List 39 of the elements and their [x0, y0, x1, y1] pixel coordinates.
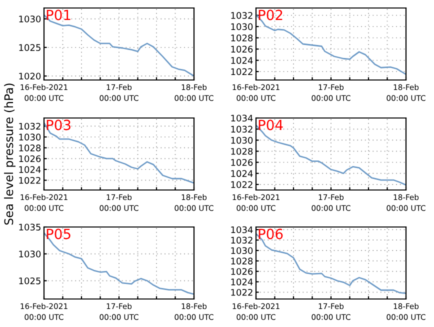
y-tick-label: 1026 [231, 159, 253, 166]
annotation: P03 [46, 120, 70, 130]
y-tick-label: 1030 [19, 250, 41, 258]
y-tick-label: 1024 [231, 57, 253, 64]
y-tick-label: 1025 [19, 277, 40, 284]
annotation: P01 [46, 10, 70, 20]
y-tick-label: 1030 [19, 16, 41, 22]
annotation: P06 [258, 228, 283, 240]
annotation: P02 [258, 10, 282, 20]
y-tick-label: 1028 [231, 34, 253, 42]
annotation: P05 [46, 228, 70, 240]
y-tick-label: 1034 [231, 226, 253, 234]
y-tick-label: 1030 [19, 134, 41, 141]
y-tick-label: 1025 [19, 44, 40, 51]
y-tick-label: 1030 [231, 23, 253, 30]
annotation: P04 [258, 120, 283, 130]
y-tick-label: 1022 [231, 68, 252, 76]
y-tick-label: 1034 [231, 114, 253, 122]
y-tick-label: 1032 [231, 12, 252, 19]
y-tick-label: 1022 [231, 288, 252, 296]
y-tick-label: 1032 [231, 236, 252, 244]
y-tick-label: 1026 [19, 155, 41, 162]
y-tick-label: 1035 [19, 224, 40, 231]
y-tick-label: 1022 [19, 176, 40, 184]
y-tick-label: 1026 [231, 46, 253, 53]
y-tick-label: 1026 [231, 268, 253, 275]
y-tick-label: 1030 [231, 247, 253, 254]
y-tick-label: 1022 [231, 181, 252, 188]
y-tick-label: 1028 [231, 148, 253, 155]
y-tick-label: 1024 [231, 170, 253, 177]
y-tick-label: 1024 [19, 166, 41, 173]
y-tick-label: 1024 [231, 278, 253, 286]
y-tick-label: 1028 [19, 144, 41, 152]
y-tick-label: 1030 [231, 136, 253, 144]
y-tick-label: 1032 [231, 126, 252, 133]
y-tick-label: 1020 [19, 72, 41, 80]
y-tick-label: 1032 [19, 122, 40, 130]
y-axis-title: Sea level pressure (hPa) [4, 84, 16, 225]
y-tick-label: 1028 [231, 258, 253, 264]
